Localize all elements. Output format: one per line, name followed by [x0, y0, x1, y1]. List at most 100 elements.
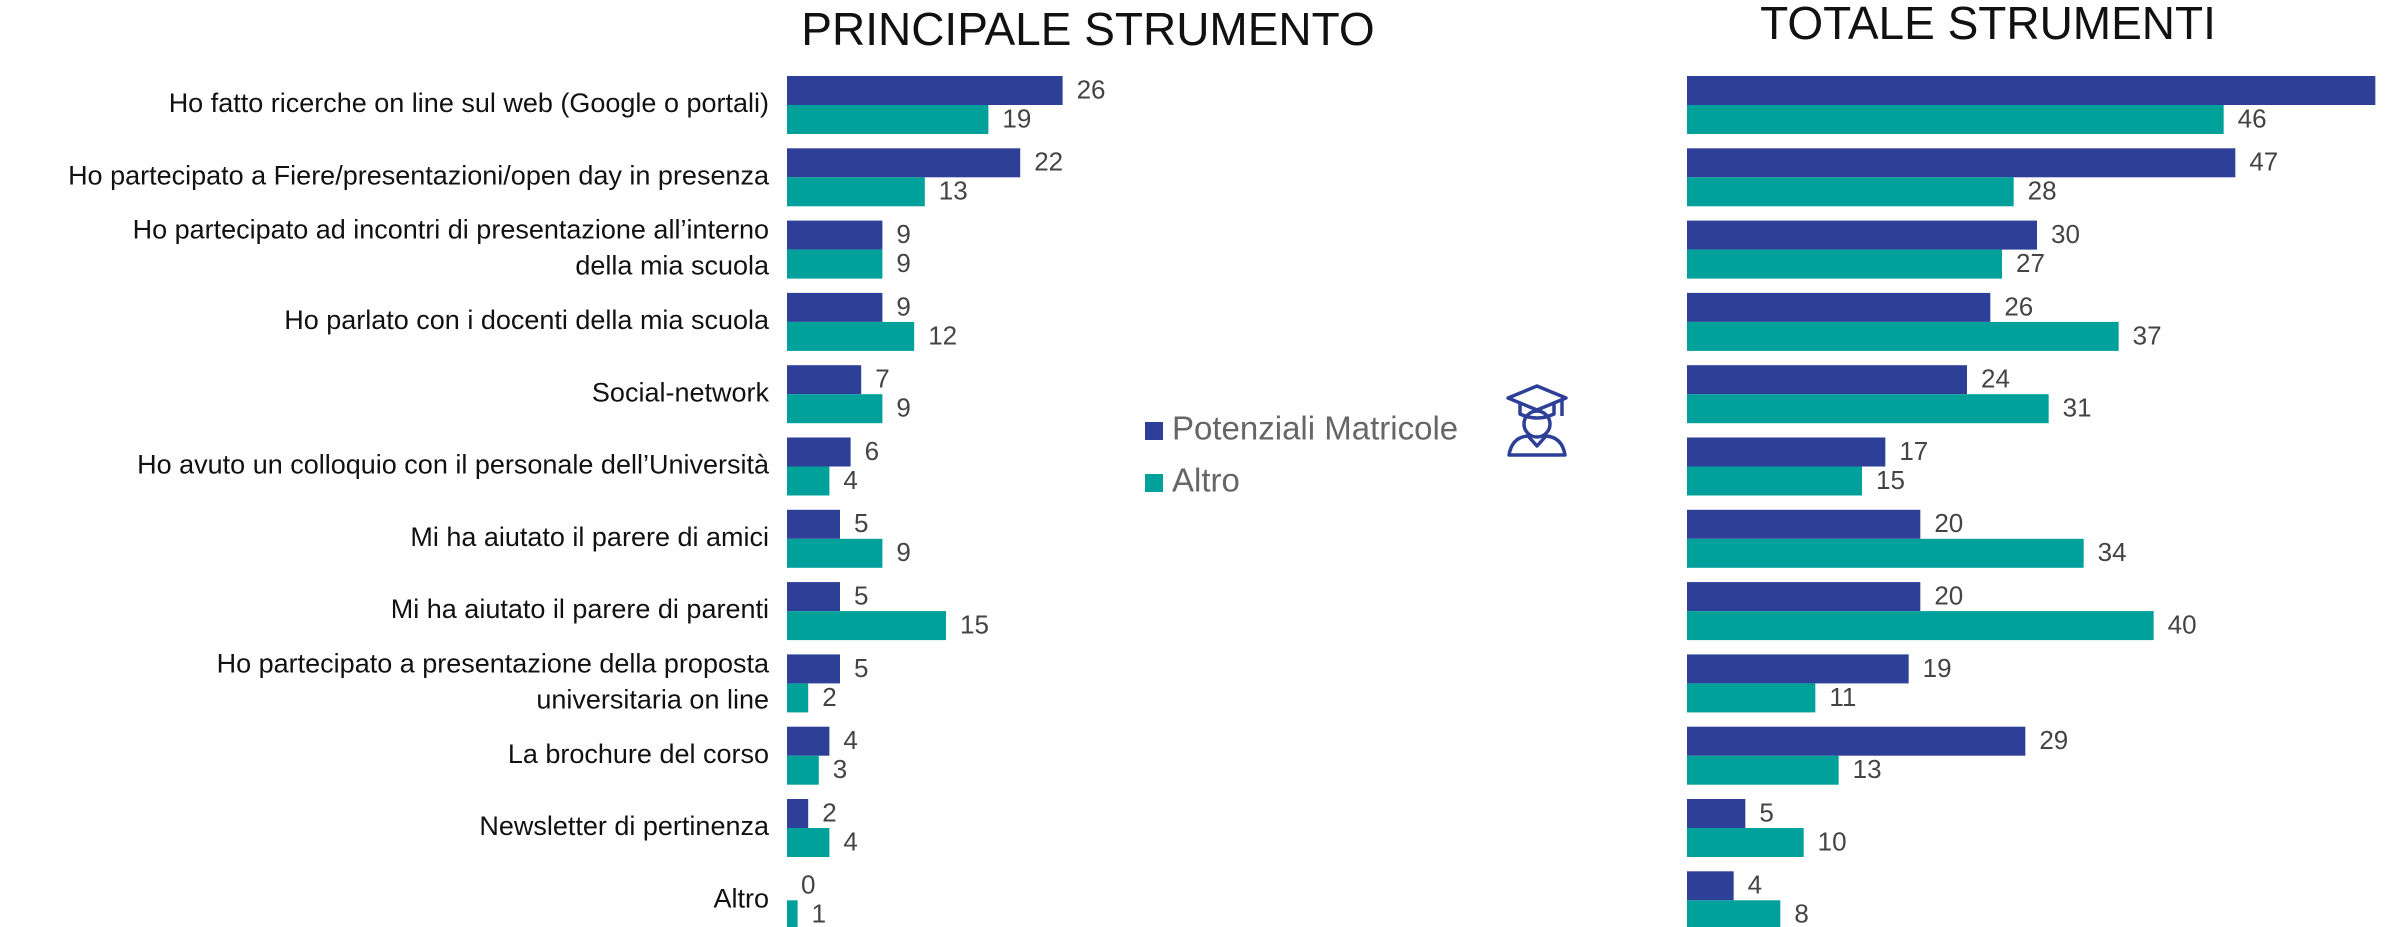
bar	[1687, 220, 2037, 250]
value-label: 31	[2063, 393, 2092, 423]
bar	[1687, 755, 1839, 785]
legend-label: Altro	[1172, 462, 1240, 499]
chart-title: TOTALE STRUMENTI	[1760, 0, 2216, 49]
category-label: Ho parlato con i docenti della mia scuol…	[284, 305, 770, 335]
bar	[1687, 76, 2376, 105]
bar	[787, 148, 1021, 178]
value-label: 3	[833, 754, 847, 784]
value-label: 9	[896, 248, 910, 278]
bar	[787, 582, 840, 612]
value-label: 15	[960, 609, 989, 639]
value-label: 2	[822, 682, 836, 712]
value-label: 26	[2004, 291, 2033, 321]
value-label: 12	[928, 320, 957, 350]
bar	[1687, 177, 2014, 207]
bar	[1687, 509, 1921, 539]
bar	[1687, 900, 1781, 927]
bar	[787, 683, 809, 713]
category-label: Newsletter di pertinenza	[479, 811, 770, 841]
value-label: 9	[896, 291, 910, 321]
legend: Potenziali Matricole Altro	[1145, 384, 1568, 499]
value-label: 26	[1077, 74, 1106, 104]
value-label: 1	[812, 899, 826, 927]
category-label: La brochure del corso	[508, 739, 769, 769]
value-label: 37	[2133, 320, 2162, 350]
legend-label: Potenziali Matricole	[1172, 410, 1458, 447]
value-label: 0	[801, 870, 815, 900]
category-label: Social-network	[592, 377, 770, 407]
bar	[1687, 466, 1862, 496]
bar	[787, 177, 925, 207]
bar	[787, 900, 798, 927]
graduate-icon	[1506, 384, 1568, 457]
bar	[787, 755, 819, 785]
value-label: 29	[2039, 725, 2068, 755]
category-label: Ho avuto un colloquio con il personale d…	[137, 450, 770, 480]
value-label: 9	[896, 537, 910, 567]
bar	[1687, 437, 1886, 467]
bar	[1687, 249, 2002, 279]
value-label: 13	[939, 176, 968, 206]
bar	[1687, 538, 2084, 568]
bar	[1687, 321, 2119, 351]
bar	[787, 76, 1063, 105]
bar	[1687, 654, 1909, 684]
category-label: Altro	[713, 883, 769, 913]
bar	[787, 365, 862, 395]
bar	[787, 292, 883, 322]
bar	[787, 437, 851, 467]
bar	[787, 321, 915, 351]
value-label: 9	[896, 219, 910, 249]
value-label: 4	[843, 465, 857, 495]
category-label: Ho fatto ricerche on line sul web (Googl…	[169, 88, 769, 118]
bar	[787, 105, 989, 134]
value-label: 5	[854, 508, 868, 538]
bar	[1687, 365, 1967, 395]
value-label: 4	[843, 826, 857, 856]
category-label: Ho partecipato a presentazione della pro…	[217, 649, 770, 715]
value-label: 30	[2051, 219, 2080, 249]
value-label: 28	[2028, 176, 2057, 206]
bar	[1687, 105, 2224, 134]
value-label: 5	[854, 653, 868, 683]
value-label: 19	[1923, 653, 1952, 683]
value-label: 5	[854, 580, 868, 610]
category-label: Ho partecipato a Fiere/presentazioni/ope…	[68, 160, 770, 190]
value-label: 24	[1981, 364, 2010, 394]
category-label: Mi ha aiutato il parere di parenti	[391, 594, 769, 624]
bar	[787, 538, 883, 568]
value-label: 4	[1748, 870, 1762, 900]
bar	[1687, 148, 2236, 178]
legend-swatch	[1145, 422, 1163, 440]
bar	[1687, 394, 2049, 424]
value-label: 4	[843, 725, 857, 755]
value-label: 15	[1876, 465, 1905, 495]
value-label: 5	[1759, 797, 1773, 827]
value-label: 8	[1794, 899, 1808, 927]
value-label: 40	[2168, 609, 2197, 639]
bar	[1687, 871, 1734, 901]
value-label: 7	[875, 364, 889, 394]
value-label: 13	[1853, 754, 1882, 784]
value-label: 9	[896, 393, 910, 423]
value-label: 11	[1829, 682, 1856, 712]
bar	[787, 394, 883, 424]
bar	[1687, 683, 1816, 713]
legend-swatch	[1145, 474, 1163, 492]
bar	[787, 220, 883, 250]
bar	[1687, 292, 1991, 322]
value-label: 20	[1934, 580, 1963, 610]
value-label: 2	[822, 797, 836, 827]
bar	[787, 799, 809, 828]
value-label: 19	[1002, 103, 1031, 133]
chart-title: PRINCIPALE STRUMENTO	[801, 3, 1374, 55]
value-label: 47	[2249, 147, 2278, 177]
value-label: 20	[1934, 508, 1963, 538]
value-label: 34	[2098, 537, 2127, 567]
bar	[1687, 799, 1746, 828]
value-label: 22	[1034, 147, 1063, 177]
bar	[787, 249, 883, 279]
value-label: 46	[2238, 103, 2267, 133]
value-label: 27	[2016, 248, 2045, 278]
bar	[1687, 611, 2154, 641]
